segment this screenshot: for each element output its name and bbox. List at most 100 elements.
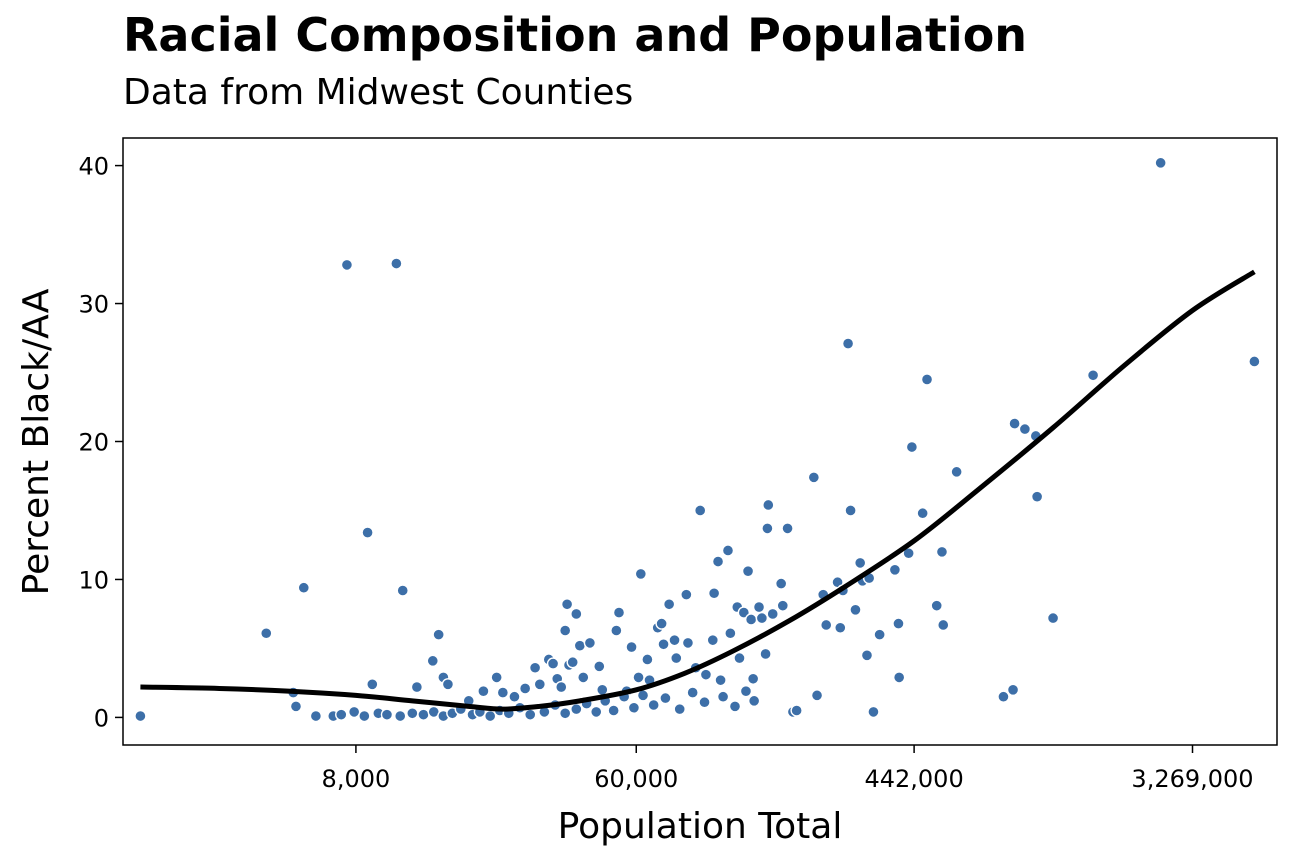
chart-title: Racial Composition and Population: [123, 8, 1028, 62]
data-point: [673, 702, 686, 716]
data-point: [558, 624, 572, 637]
y-tick-label: 20: [78, 429, 109, 457]
plot-frame: [122, 137, 1278, 746]
y-tick-label: 10: [78, 566, 109, 594]
data-point: [573, 639, 587, 652]
data-point: [781, 522, 794, 535]
data-point: [358, 709, 371, 723]
data-point: [741, 564, 755, 578]
data-point: [670, 651, 683, 665]
data-point: [1008, 417, 1021, 430]
x-tick-label: 60,000: [594, 765, 678, 793]
data-point: [596, 683, 609, 697]
data-point: [728, 700, 742, 713]
data-point: [260, 627, 273, 640]
y-axis-title: Percent Black/AA: [16, 288, 57, 595]
y-tick-label: 0: [94, 704, 109, 732]
data-point: [693, 504, 707, 517]
data-point: [699, 668, 713, 681]
data-point: [739, 684, 753, 698]
data-point: [361, 526, 374, 539]
data-point: [686, 686, 699, 699]
data-point: [716, 690, 730, 703]
data-point: [655, 617, 668, 630]
data-point: [747, 694, 761, 708]
data-point: [546, 657, 560, 670]
data-point: [937, 618, 950, 632]
data-point: [634, 567, 648, 581]
data-point: [632, 671, 645, 684]
data-point: [610, 624, 623, 637]
data-point: [647, 698, 660, 712]
data-point: [892, 617, 905, 630]
data-point: [844, 504, 857, 517]
data-point: [930, 599, 943, 612]
data-point: [810, 689, 824, 702]
data-point: [555, 680, 568, 694]
data-point: [289, 700, 303, 713]
data-point: [593, 660, 606, 673]
data-point: [1086, 369, 1100, 382]
data-point: [841, 337, 855, 350]
data-point: [566, 656, 579, 669]
data-point: [380, 708, 394, 721]
data-point: [406, 707, 419, 720]
data-point: [698, 696, 711, 709]
data-point: [558, 707, 572, 720]
data-point: [518, 682, 532, 695]
data-point: [873, 628, 886, 641]
data-point: [724, 627, 737, 640]
data-point: [432, 628, 445, 641]
data-point: [612, 606, 626, 619]
data-point: [657, 638, 670, 651]
data-point: [577, 671, 590, 684]
data-point: [849, 603, 862, 617]
data-point: [774, 577, 788, 590]
x-tick-label: 3,269,000: [1131, 765, 1253, 793]
data-point: [834, 621, 847, 634]
data-point: [426, 654, 439, 668]
data-point: [1018, 422, 1032, 436]
data-point: [366, 678, 379, 691]
data-point: [920, 373, 934, 386]
data-point: [627, 701, 641, 714]
data-point: [1030, 490, 1044, 503]
data-point: [711, 555, 725, 568]
chart-subtitle: Data from Midwest Counties: [123, 72, 634, 113]
data-point: [340, 258, 354, 272]
data-point: [761, 522, 774, 535]
data-point: [892, 671, 906, 684]
data-point: [668, 633, 681, 647]
data-point: [659, 691, 672, 705]
data-point: [752, 600, 766, 614]
y-tick-label: 30: [78, 291, 109, 319]
data-point: [396, 584, 409, 597]
data-point: [776, 599, 789, 612]
data-point: [590, 705, 603, 719]
data-point: [394, 709, 407, 723]
data-point: [1006, 683, 1020, 697]
data-point: [528, 661, 542, 674]
data-point: [916, 507, 929, 520]
data-point: [888, 563, 902, 576]
data-point: [570, 702, 583, 716]
data-point: [1154, 156, 1167, 170]
data-point: [714, 673, 727, 687]
data-point: [490, 671, 503, 684]
data-point: [417, 708, 430, 721]
data-point: [997, 690, 1010, 703]
x-axis: 8,000 60,000 442,000 3,269,000: [322, 745, 1254, 793]
data-point: [607, 704, 620, 717]
data-point: [867, 705, 880, 719]
data-point: [766, 607, 779, 621]
data-point: [746, 672, 760, 685]
data-point: [496, 686, 510, 699]
data-point: [950, 465, 963, 479]
data-point: [347, 705, 361, 719]
x-tick-label: 442,000: [864, 765, 963, 793]
data-point: [533, 678, 547, 691]
data-point: [707, 587, 721, 600]
data-point: [860, 649, 874, 662]
data-point: [583, 636, 597, 650]
data-point: [733, 651, 746, 665]
